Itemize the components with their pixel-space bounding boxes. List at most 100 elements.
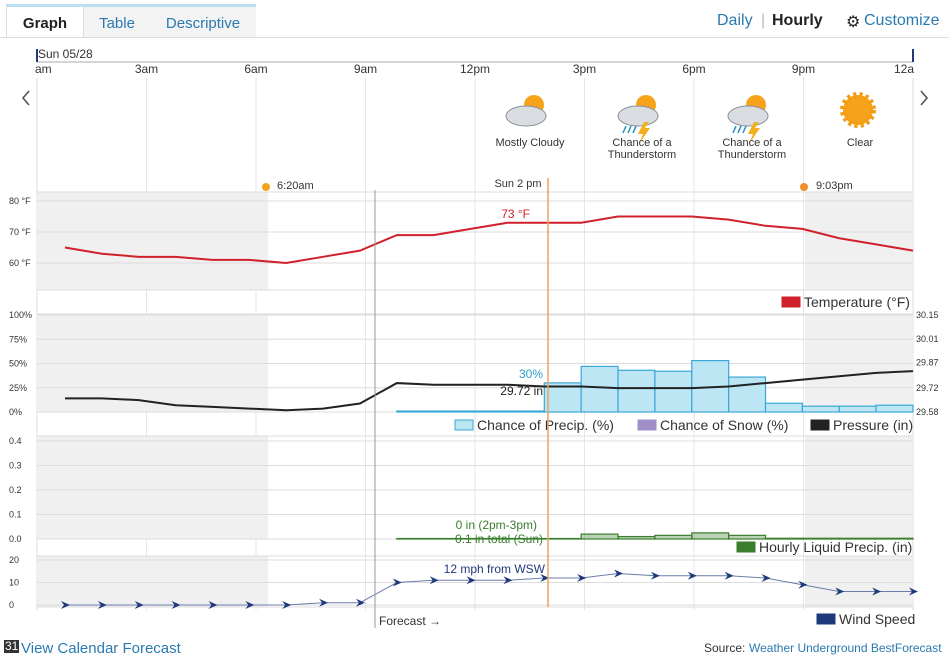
- next-arrow[interactable]: [920, 90, 929, 106]
- sunset-label: 9:03pm: [816, 180, 853, 192]
- bar: [728, 376, 767, 413]
- time-label: 6am: [244, 62, 267, 76]
- night-shade: [37, 556, 268, 607]
- source-link[interactable]: Weather Underground BestForecast: [749, 641, 942, 655]
- time-label: 3am: [135, 62, 158, 76]
- wind-marker: [134, 601, 144, 609]
- calendar-link[interactable]: View Calendar Forecast: [21, 640, 181, 657]
- cloud-icon: [617, 105, 659, 127]
- y-tick-label: 0.0: [9, 534, 22, 544]
- wind-marker: [208, 601, 218, 609]
- bar: [838, 405, 877, 413]
- view-option[interactable]: Hourly: [772, 12, 823, 29]
- y-tick-label: 70 °F: [9, 227, 31, 237]
- bar: [764, 402, 803, 413]
- series-line: [64, 215, 914, 265]
- night-shade: [37, 192, 268, 290]
- wind-marker: [171, 601, 181, 609]
- bar: [506, 410, 545, 413]
- header: Graph Table Descriptive Daily | Hourly ⚙…: [0, 0, 949, 38]
- wind-marker: [798, 580, 808, 589]
- cursor-label: Sun 2 pm: [494, 178, 541, 190]
- bar: [433, 410, 472, 413]
- prev-arrow[interactable]: [21, 90, 30, 106]
- wind-marker: [687, 571, 697, 580]
- divider: [0, 37, 949, 38]
- cloud-icon: [727, 105, 769, 127]
- condition-label: Chance of a: [612, 137, 672, 149]
- wind-marker: [97, 601, 107, 609]
- bar: [875, 537, 914, 540]
- wind-marker: [429, 576, 439, 585]
- wind-marker: [319, 598, 329, 607]
- condition-label: Thunderstorm: [608, 149, 676, 161]
- bar: [691, 532, 730, 540]
- wind-marker: [245, 601, 255, 609]
- legend-label: Hourly Liquid Precip. (in): [759, 539, 912, 555]
- view-option[interactable]: Daily: [717, 12, 753, 29]
- annotation: 0.1 in total (Sun): [455, 532, 543, 546]
- annotation: 73 °F: [501, 207, 530, 221]
- legend-swatch: [816, 613, 836, 625]
- time-label: 9pm: [792, 62, 815, 76]
- separator: |: [761, 12, 766, 29]
- sunset-icon: [800, 183, 808, 191]
- bolt-icon: [638, 122, 650, 144]
- tab[interactable]: Graph: [6, 4, 84, 37]
- bar: [654, 534, 693, 540]
- time-label: 12a: [894, 62, 914, 76]
- y-tick-label: 100%: [9, 310, 32, 320]
- annotation: 0 in (2pm-3pm): [456, 518, 537, 532]
- sunrise-icon: [262, 183, 270, 191]
- series-line: [65, 370, 914, 412]
- bolt-icon: [748, 122, 760, 144]
- gear-icon: ⚙: [846, 14, 861, 31]
- annotation: 29.72 in: [500, 384, 543, 398]
- wind-marker: [503, 576, 513, 585]
- tab[interactable]: Descriptive: [150, 4, 256, 37]
- wind-marker: [650, 571, 660, 580]
- y-tick-label: 0.4: [9, 436, 22, 446]
- time-label: 3pm: [573, 62, 596, 76]
- wind-marker: [577, 574, 587, 582]
- bar: [875, 404, 914, 413]
- time-label: am: [35, 62, 52, 76]
- time-label: 9am: [354, 62, 377, 76]
- calendar-icon: 31: [4, 639, 20, 653]
- bar: [396, 410, 435, 413]
- y-tick-label: 60 °F: [9, 258, 31, 268]
- y-tick-label: 0%: [9, 407, 22, 417]
- legend-label: Chance of Precip. (%): [477, 417, 614, 433]
- time-label: 6pm: [682, 62, 705, 76]
- wind-marker: [61, 601, 70, 609]
- condition-label: Thunderstorm: [718, 149, 786, 161]
- y-tick-label: 0.2: [9, 485, 22, 495]
- wind-marker: [282, 601, 292, 609]
- condition-label: Mostly Cloudy: [495, 137, 565, 149]
- y2-tick-label: 29.72: [916, 383, 939, 393]
- wind-marker: [835, 587, 845, 596]
- condition: Mostly Cloudy: [495, 95, 565, 149]
- footer: 31 View Calendar Forecast Source: Weathe…: [0, 638, 949, 660]
- bar: [469, 410, 509, 413]
- bar: [617, 535, 656, 540]
- source-label: Source:: [704, 641, 746, 655]
- bar: [580, 533, 619, 540]
- wind-marker: [909, 587, 918, 596]
- wind-marker: [466, 576, 476, 585]
- wind-marker: [724, 571, 734, 580]
- tab[interactable]: Table: [84, 4, 150, 37]
- night-shade: [805, 436, 913, 539]
- rain-icon: [737, 125, 742, 134]
- y-tick-label: 50%: [9, 359, 27, 369]
- wind-marker: [355, 598, 365, 607]
- rain-icon: [627, 125, 632, 134]
- legend-swatch: [736, 541, 756, 553]
- customize-link[interactable]: Customize: [864, 12, 940, 29]
- annotation: 12 mph from WSW: [444, 562, 546, 576]
- y-tick-label: 10: [9, 578, 19, 588]
- y-tick-label: 20: [9, 555, 19, 565]
